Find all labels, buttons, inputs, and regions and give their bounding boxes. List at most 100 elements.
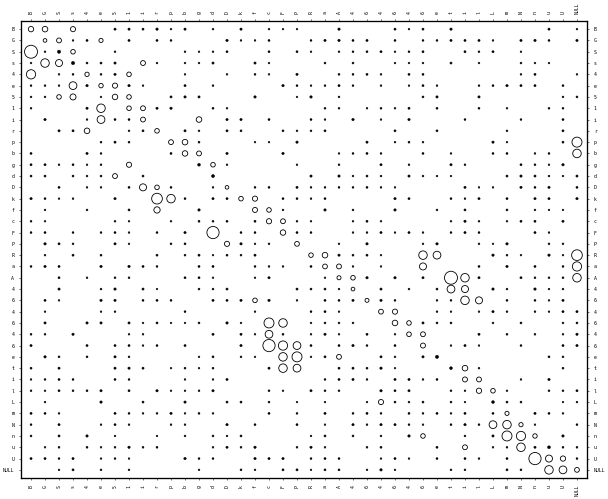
Point [572, 172, 582, 180]
Point [68, 251, 78, 259]
Point [558, 217, 568, 225]
Point [502, 127, 512, 135]
Point [404, 319, 414, 327]
Point [502, 421, 512, 429]
Point [460, 296, 470, 304]
Point [264, 296, 274, 304]
Point [124, 36, 134, 44]
Point [460, 341, 470, 349]
Point [68, 330, 78, 338]
Point [348, 432, 358, 440]
Point [278, 217, 288, 225]
Point [54, 387, 64, 395]
Point [404, 138, 414, 146]
Point [418, 375, 428, 383]
Point [502, 217, 512, 225]
Point [432, 206, 442, 214]
Point [376, 48, 386, 56]
Point [460, 421, 470, 429]
Point [362, 330, 372, 338]
Point [166, 240, 176, 248]
Point [502, 251, 512, 259]
Point [544, 285, 554, 293]
Point [362, 172, 372, 180]
Point [54, 296, 64, 304]
Point [502, 285, 512, 293]
Point [26, 387, 36, 395]
Point [124, 364, 134, 372]
Point [320, 116, 330, 124]
Point [558, 308, 568, 316]
Point [194, 150, 204, 158]
Point [362, 251, 372, 259]
Point [474, 296, 484, 304]
Point [180, 387, 190, 395]
Point [264, 455, 274, 463]
Point [138, 409, 148, 417]
Point [110, 229, 120, 237]
Point [474, 183, 484, 191]
Point [558, 93, 568, 101]
Point [460, 217, 470, 225]
Point [488, 150, 498, 158]
Point [418, 36, 428, 44]
Point [278, 262, 288, 270]
Point [292, 161, 302, 169]
Point [54, 240, 64, 248]
Point [208, 25, 218, 33]
Point [376, 285, 386, 293]
Point [222, 319, 232, 327]
Point [264, 319, 274, 327]
Point [544, 206, 554, 214]
Point [306, 183, 316, 191]
Point [96, 82, 106, 90]
Point [320, 353, 330, 361]
Point [96, 36, 106, 44]
Point [432, 296, 442, 304]
Point [390, 387, 400, 395]
Point [362, 364, 372, 372]
Point [96, 398, 106, 406]
Point [82, 82, 92, 90]
Point [40, 116, 50, 124]
Point [54, 36, 64, 44]
Point [180, 150, 190, 158]
Point [320, 432, 330, 440]
Point [110, 59, 120, 67]
Point [390, 319, 400, 327]
Point [40, 195, 50, 203]
Point [138, 319, 148, 327]
Point [418, 150, 428, 158]
Point [166, 104, 176, 112]
Point [446, 409, 456, 417]
Point [376, 183, 386, 191]
Point [110, 240, 120, 248]
Point [40, 217, 50, 225]
Point [544, 150, 554, 158]
Point [558, 443, 568, 451]
Point [334, 240, 344, 248]
Point [404, 172, 414, 180]
Point [96, 150, 106, 158]
Point [432, 319, 442, 327]
Point [516, 48, 526, 56]
Point [348, 364, 358, 372]
Point [54, 127, 64, 135]
Point [572, 387, 582, 395]
Point [222, 421, 232, 429]
Point [432, 353, 442, 361]
Point [236, 25, 246, 33]
Point [376, 432, 386, 440]
Point [96, 161, 106, 169]
Point [418, 82, 428, 90]
Point [236, 341, 246, 349]
Point [236, 466, 246, 474]
Point [460, 285, 470, 293]
Point [68, 127, 78, 135]
Point [306, 48, 316, 56]
Point [404, 330, 414, 338]
Point [250, 421, 260, 429]
Point [348, 421, 358, 429]
Point [446, 161, 456, 169]
Point [110, 341, 120, 349]
